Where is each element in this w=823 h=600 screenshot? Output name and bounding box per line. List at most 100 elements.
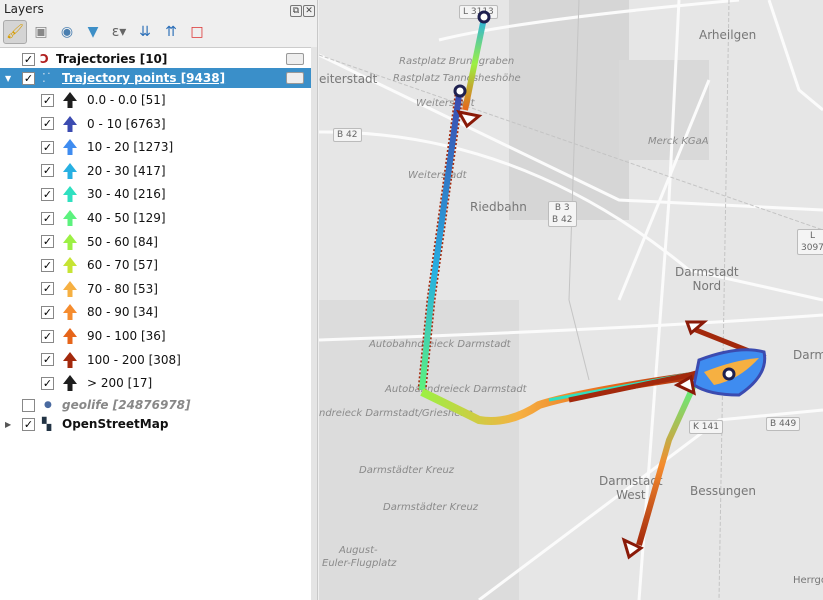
class-label: 100 - 200 [308] xyxy=(87,352,181,367)
visibility-button[interactable]: ◉ xyxy=(55,20,79,44)
road-shield: L 3097 xyxy=(797,229,823,255)
class-label: 60 - 70 [57] xyxy=(87,258,158,273)
legend-class-item[interactable]: ✓ 70 - 80 [53] xyxy=(0,279,312,299)
arrow-up-icon xyxy=(63,280,77,297)
add-group-button[interactable]: ▣ xyxy=(29,20,53,44)
memory-layer-icon xyxy=(286,53,304,65)
collapse-all-button[interactable]: ⇈ xyxy=(159,20,183,44)
trajectory-end-arrow xyxy=(621,537,644,560)
class-checkbox[interactable]: ✓ xyxy=(41,258,54,272)
class-checkbox[interactable]: ✓ xyxy=(41,235,54,249)
class-label: 20 - 30 [417] xyxy=(87,163,166,178)
arrow-up-icon xyxy=(63,233,77,250)
layer-checkbox[interactable]: ✓ xyxy=(22,71,35,85)
place-label: Euler-Flugplatz xyxy=(322,558,397,569)
class-checkbox[interactable]: ✓ xyxy=(41,140,54,154)
road-shield: K 141 xyxy=(689,420,723,434)
expand-all-button[interactable]: ⇊ xyxy=(133,20,157,44)
layer-tree-scrollbar[interactable] xyxy=(311,47,317,600)
forest-area xyxy=(319,300,519,600)
place-label-line: Darmstadt xyxy=(599,474,663,488)
panel-titlebar: Layers ⧉ ✕ xyxy=(0,0,317,18)
legend-class-item[interactable]: ✓ 90 - 100 [36] xyxy=(0,326,312,346)
class-checkbox[interactable]: ✓ xyxy=(41,211,54,225)
basemap xyxy=(319,0,823,600)
place-label: Herrgo xyxy=(793,575,823,586)
class-checkbox[interactable]: ✓ xyxy=(41,93,54,107)
layer-checkbox[interactable]: ✓ xyxy=(22,52,35,66)
place-label: Rastplatz Tannesheshöhe xyxy=(393,73,521,84)
place-label: Autobahndreieck Darmstadt xyxy=(385,384,527,395)
legend-class-item[interactable]: ✓ 40 - 50 [129] xyxy=(0,208,312,228)
legend-class-item[interactable]: ✓ > 200 [17] xyxy=(0,373,312,393)
place-label: Arheilgen xyxy=(699,28,757,42)
place-label: eiterstadt xyxy=(319,72,378,86)
trajectory-line xyxy=(636,383,697,546)
float-panel-icon[interactable]: ⧉ xyxy=(290,4,302,17)
class-checkbox[interactable]: ✓ xyxy=(41,305,54,319)
class-label: 10 - 20 [1273] xyxy=(87,140,174,155)
filter-icon: ▼ xyxy=(87,24,99,40)
layer-tree: ✓ Ɔ Trajectories [10] ▼ ✓ ⁚˙ Trajectory … xyxy=(0,47,312,600)
layers-toolbar: 🖌 ▣ ◉ ▼ ε▾ ⇊ ⇈ □ xyxy=(0,18,317,46)
layer-checkbox[interactable]: ✓ xyxy=(22,417,35,431)
road-number: B 42 xyxy=(552,215,573,225)
class-label: > 200 [17] xyxy=(87,376,153,391)
place-label: ndreieck Darmstadt/Griesheim xyxy=(319,408,473,419)
legend-class-item[interactable]: ✓ 100 - 200 [308] xyxy=(0,350,312,370)
class-label: 80 - 90 [34] xyxy=(87,305,158,320)
panel-title: Layers xyxy=(4,2,44,16)
legend-class-item[interactable]: ✓ 50 - 60 [84] xyxy=(0,232,312,252)
legend-class-item[interactable]: ✓ 0 - 10 [6763] xyxy=(0,114,312,134)
forest-area xyxy=(509,0,629,220)
arrow-up-icon xyxy=(63,115,77,132)
filter-button[interactable]: ▼ xyxy=(81,20,105,44)
trajectory-end-arrow xyxy=(684,320,709,336)
close-panel-icon[interactable]: ✕ xyxy=(303,4,315,17)
class-checkbox[interactable]: ✓ xyxy=(41,376,54,390)
expand-arrow-icon[interactable]: ▶ xyxy=(5,419,12,429)
legend-class-item[interactable]: ✓ 30 - 40 [216] xyxy=(0,184,312,204)
railways xyxy=(319,0,823,600)
style-manager-button[interactable]: 🖌 xyxy=(3,20,27,44)
class-checkbox[interactable]: ✓ xyxy=(41,164,54,178)
point-layer-icon: ⁚˙ xyxy=(42,71,52,85)
place-label: Darmstadt West xyxy=(599,474,663,502)
remove-layer-button[interactable]: □ xyxy=(185,20,209,44)
map-canvas[interactable]: L 3113 Arheilgen Rastplatz Brunngraben R… xyxy=(319,0,823,600)
layer-openstreetmap[interactable]: ▶ ✓ ▚ OpenStreetMap xyxy=(0,414,312,434)
industrial-area xyxy=(619,60,709,160)
class-checkbox[interactable]: ✓ xyxy=(41,353,54,367)
roads xyxy=(319,0,823,600)
layer-trajectory-points[interactable]: ▼ ✓ ⁚˙ Trajectory points [9438] xyxy=(0,68,312,88)
collapse-arrow-icon[interactable]: ▼ xyxy=(5,73,12,83)
place-label: Weiterstadt xyxy=(416,98,475,109)
layer-geolife[interactable]: ● geolife [24876978] xyxy=(0,395,312,415)
legend-class-item[interactable]: ✓ 0.0 - 0.0 [51] xyxy=(0,90,312,110)
trajectory-end-arrow xyxy=(456,109,483,129)
class-checkbox[interactable]: ✓ xyxy=(41,187,54,201)
place-label: Darmstadt Nord xyxy=(675,265,739,293)
class-checkbox[interactable]: ✓ xyxy=(41,329,54,343)
arrow-up-icon xyxy=(63,92,77,108)
trajectory-line xyxy=(419,94,462,391)
class-label: 30 - 40 [216] xyxy=(87,187,166,202)
place-label: August- xyxy=(339,545,378,556)
layer-label: Trajectories [10] xyxy=(56,52,168,66)
arrow-up-icon xyxy=(63,375,77,392)
add-group-icon: ▣ xyxy=(34,24,48,40)
layer-label: OpenStreetMap xyxy=(62,417,169,431)
legend-class-item[interactable]: ✓ 60 - 70 [57] xyxy=(0,255,312,275)
layer-trajectories[interactable]: ✓ Ɔ Trajectories [10] xyxy=(0,49,312,69)
layer-checkbox[interactable] xyxy=(22,398,35,412)
class-checkbox[interactable]: ✓ xyxy=(41,282,54,296)
legend-class-item[interactable]: ✓ 10 - 20 [1273] xyxy=(0,137,312,157)
arrow-up-icon xyxy=(63,351,77,368)
trajectory-overlay xyxy=(417,10,767,560)
place-label: Darmstädter Kreuz xyxy=(383,502,479,513)
legend-class-item[interactable]: ✓ 20 - 30 [417] xyxy=(0,161,312,181)
class-checkbox[interactable]: ✓ xyxy=(41,117,54,131)
expression-filter-button[interactable]: ε▾ xyxy=(107,20,131,44)
legend-class-item[interactable]: ✓ 80 - 90 [34] xyxy=(0,302,312,322)
place-label: Merck KGaA xyxy=(648,136,709,147)
